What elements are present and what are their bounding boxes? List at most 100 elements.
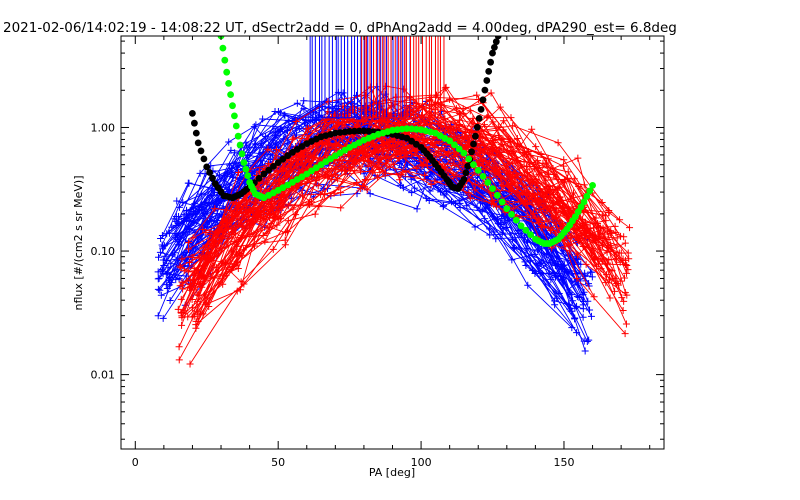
series-1-point bbox=[301, 158, 309, 166]
series-1-point bbox=[611, 287, 619, 295]
series-1-point bbox=[311, 210, 319, 218]
series-0-point bbox=[277, 125, 285, 133]
series-1-point bbox=[355, 163, 363, 171]
series-1-point bbox=[295, 182, 303, 190]
series-1-point bbox=[184, 239, 192, 247]
series-2-fit-dot bbox=[470, 140, 477, 148]
x-tick-label: 100 bbox=[411, 456, 432, 469]
series-1-point bbox=[186, 286, 194, 294]
series-0-point bbox=[559, 275, 567, 283]
series-3-fit-dot bbox=[229, 102, 236, 110]
series-1-point bbox=[626, 224, 634, 232]
series-1-point bbox=[618, 294, 626, 302]
series-1-point bbox=[519, 199, 527, 207]
series-0-point bbox=[252, 121, 260, 129]
series-1-point bbox=[235, 168, 243, 176]
series-1-point bbox=[427, 180, 435, 188]
series-1-point bbox=[357, 167, 365, 175]
series-1-point bbox=[465, 189, 473, 197]
series-2-fit-dot bbox=[209, 174, 216, 182]
series-3-fit-dot bbox=[244, 172, 252, 180]
series-3-fit-dot bbox=[225, 80, 233, 87]
series-2-fit-dot bbox=[491, 44, 498, 51]
series-2-fit-dot bbox=[472, 132, 479, 140]
series-1-point bbox=[507, 114, 515, 122]
series-1-point bbox=[478, 182, 486, 190]
series-1-point bbox=[532, 143, 540, 151]
series-2-fit-dot bbox=[460, 176, 468, 183]
series-0-point bbox=[538, 270, 546, 278]
series-1-point bbox=[603, 271, 611, 279]
series-1-point bbox=[539, 159, 547, 167]
series-0-point bbox=[586, 306, 594, 314]
series-0-point bbox=[581, 347, 589, 355]
series-0-point bbox=[579, 291, 587, 299]
series-0-point bbox=[175, 203, 183, 211]
series-3-fit-dot bbox=[451, 141, 458, 149]
series-1-point bbox=[303, 125, 311, 133]
series-1-point bbox=[284, 217, 292, 225]
series-3-fit-dot bbox=[586, 187, 594, 195]
series-3-fit-dot bbox=[517, 222, 525, 230]
series-0-point bbox=[182, 272, 190, 280]
series-1-point bbox=[176, 262, 184, 270]
series-0-point bbox=[154, 312, 162, 320]
series-0-point bbox=[456, 204, 464, 212]
series-0-point bbox=[231, 149, 239, 157]
series-0-point bbox=[588, 273, 596, 281]
series-0-point bbox=[293, 99, 301, 107]
series-1-point bbox=[455, 109, 463, 117]
series-1-point bbox=[246, 207, 254, 215]
series-1-point bbox=[623, 291, 631, 299]
series-2-fit-dot bbox=[485, 68, 493, 75]
series-1-point bbox=[337, 189, 345, 197]
series-0-point bbox=[575, 294, 583, 302]
series-1-point bbox=[324, 108, 332, 116]
series-1-point bbox=[445, 149, 453, 157]
series-1-point bbox=[581, 219, 589, 227]
series-0-point bbox=[486, 231, 494, 239]
series-0-point bbox=[585, 336, 593, 344]
series-1-point bbox=[351, 156, 359, 164]
series-1-point bbox=[375, 165, 383, 173]
series-0-point bbox=[225, 138, 233, 146]
series-1-point bbox=[394, 119, 402, 127]
series-0-point bbox=[554, 261, 562, 269]
series-1-point bbox=[574, 154, 582, 162]
series-0-point bbox=[524, 281, 532, 289]
series-1-point bbox=[444, 150, 452, 158]
series-1-point bbox=[273, 221, 281, 229]
series-1-point bbox=[564, 168, 572, 176]
series-0-point bbox=[428, 167, 436, 175]
series-0-point bbox=[161, 252, 169, 260]
series-1-point bbox=[535, 215, 543, 223]
series-3-fit-dot bbox=[227, 91, 235, 98]
series-1-point bbox=[616, 216, 624, 224]
series-0-point bbox=[166, 297, 174, 305]
series-1-point bbox=[578, 220, 586, 228]
series-0-point bbox=[268, 151, 276, 159]
series-1-point bbox=[206, 230, 214, 238]
series-1-point bbox=[431, 177, 439, 185]
series-0-point bbox=[172, 213, 180, 221]
series-1-point bbox=[593, 262, 601, 270]
series-1-point bbox=[528, 125, 536, 133]
series-1-point bbox=[605, 209, 613, 217]
series-3-fit-dot bbox=[460, 149, 468, 157]
series-1-point bbox=[179, 285, 187, 293]
series-3-fit-dot bbox=[308, 167, 315, 175]
series-1-point bbox=[235, 198, 243, 206]
y-tick-label: 0.10 bbox=[91, 245, 116, 258]
series-1-point bbox=[207, 254, 215, 262]
series-1-point bbox=[549, 214, 557, 222]
series-1-point bbox=[623, 269, 631, 277]
series-0-point bbox=[408, 189, 416, 197]
series-1-point bbox=[199, 225, 207, 233]
series-1-point bbox=[600, 235, 608, 243]
series-1-point bbox=[446, 95, 454, 103]
series-1-point bbox=[288, 135, 296, 143]
series-1-point bbox=[624, 249, 632, 257]
series-2-fit-dot bbox=[489, 49, 496, 57]
plot-area bbox=[154, 36, 634, 368]
